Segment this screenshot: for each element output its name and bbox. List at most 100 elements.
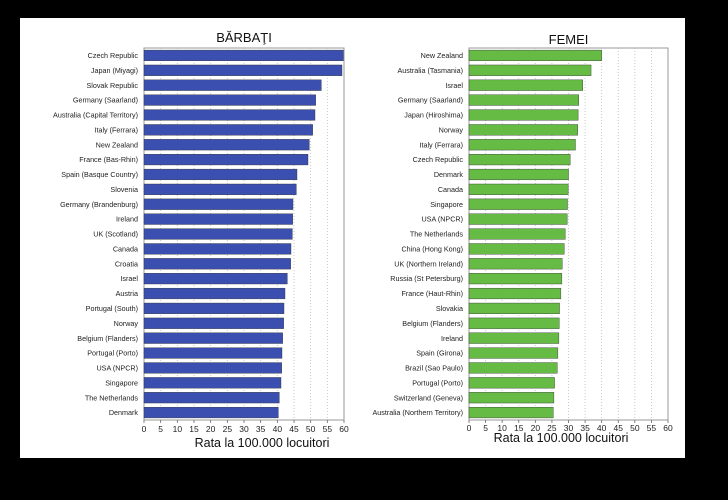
bar: [468, 198, 568, 210]
tick-label: 45: [289, 424, 299, 434]
bar: [468, 168, 569, 181]
chart-women: New Zealand Australia (Tasmania) Israel Ger…: [372, 32, 673, 445]
chart-title: FEMEI: [549, 32, 589, 47]
category-label: Germany (Brandenburg): [60, 200, 138, 209]
bar: [468, 362, 558, 374]
category-label: Singapore: [430, 200, 463, 209]
category-label: Germany (Saarland): [73, 96, 138, 105]
category-label: China (Hong Kong): [401, 244, 463, 253]
tick-label: 40: [273, 424, 283, 434]
tick-label: 30: [239, 424, 249, 434]
chart-title: BĂRBAŢI: [216, 30, 272, 45]
bar: [143, 139, 310, 151]
bar: [143, 377, 282, 389]
category-label: Australia (Northern Territory): [372, 408, 463, 417]
category-label: Germany (Saarland): [398, 96, 463, 105]
bar: [143, 392, 280, 404]
bar: [143, 183, 297, 195]
category-label: Portugal (South): [86, 304, 138, 313]
bar: [468, 139, 576, 151]
category-label: Austria: [116, 289, 138, 298]
bar: [143, 317, 284, 329]
bar: [468, 124, 578, 136]
bar: [468, 407, 554, 419]
tick-label: 55: [647, 423, 657, 433]
tick-label: 30: [564, 423, 574, 433]
bar: [468, 228, 566, 240]
category-label: Italy (Ferrara): [419, 140, 463, 149]
category-label: Belgium (Flanders): [77, 334, 138, 343]
bar: [143, 287, 286, 300]
bar: [143, 124, 313, 136]
bar: [143, 228, 293, 240]
tick-label: 0: [467, 423, 472, 433]
tick-label: 10: [173, 424, 183, 434]
tick-label: 25: [547, 423, 557, 433]
category-label: Spain (Girona): [416, 349, 463, 358]
category-label: Belgium (Flanders): [402, 319, 463, 328]
category-label: France (Haut-Rhin): [401, 289, 463, 298]
bar: [468, 183, 569, 195]
bar: [143, 198, 294, 210]
charts-svg: Czech Republic Japan (Miyagi) Slovak Repub…: [53, 30, 673, 450]
bar: [143, 302, 285, 314]
tick-label: 50: [306, 424, 316, 434]
category-label: Switzerland (Geneva): [394, 393, 463, 402]
bar: [143, 64, 343, 76]
category-label: Ireland: [116, 215, 138, 224]
bar: [468, 258, 563, 270]
bar: [468, 154, 571, 166]
bar: [468, 109, 579, 121]
category-label: Singapore: [105, 378, 138, 387]
bar: [468, 332, 560, 344]
tick-label: 60: [339, 424, 349, 434]
category-label: Israel: [445, 81, 463, 90]
category-label: USA (NPCR): [96, 364, 138, 373]
category-label: Australia (Tasmania): [397, 66, 463, 75]
tick-label: 0: [142, 424, 147, 434]
bar: [468, 317, 560, 329]
bar: [143, 273, 288, 285]
category-label: UK (Scotland): [93, 230, 138, 239]
bar: [468, 64, 592, 76]
bar: [143, 168, 298, 181]
bar: [468, 213, 568, 225]
bar: [143, 154, 309, 166]
category-label: Slovak Republic: [86, 81, 138, 90]
bar: [143, 49, 344, 61]
category-label: Slovenia: [110, 185, 138, 194]
category-label: The Netherlands: [85, 393, 139, 402]
category-label: Croatia: [115, 259, 138, 268]
x-axis-label: Rata la 100.000 locuitori: [494, 431, 629, 445]
tick-label: 50: [630, 423, 640, 433]
bar: [143, 94, 316, 106]
bar: [143, 109, 316, 121]
tick-label: 60: [663, 423, 673, 433]
category-label: Canada: [438, 185, 463, 194]
bar: [143, 362, 282, 374]
chart-men: Czech Republic Japan (Miyagi) Slovak Repub…: [53, 30, 349, 450]
bar: [468, 273, 563, 285]
bar: [468, 94, 579, 106]
tick-label: 35: [256, 424, 266, 434]
bar: [468, 49, 602, 61]
category-label: Japan (Miyagi): [91, 66, 138, 75]
category-label: Czech Republic: [88, 51, 139, 60]
category-label: USA (NPCR): [421, 215, 463, 224]
chart-panel: Czech Republic Japan (Miyagi) Slovak Repub…: [20, 18, 685, 458]
tick-label: 20: [531, 423, 541, 433]
bar: [468, 243, 565, 255]
tick-label: 40: [597, 423, 607, 433]
tick-label: 5: [483, 423, 488, 433]
bar: [143, 243, 292, 255]
bar: [143, 332, 283, 344]
category-label: Italy (Ferrara): [94, 125, 138, 134]
category-label: Spain (Basque Country): [61, 170, 138, 179]
category-label: Portugal (Porto): [87, 349, 138, 358]
bar: [468, 287, 562, 300]
tick-label: 20: [206, 424, 216, 434]
category-label: Portugal (Porto): [412, 378, 463, 387]
category-label: Japan (Hiroshima): [404, 111, 463, 120]
category-label: Brazil (Sao Paulo): [405, 364, 463, 373]
